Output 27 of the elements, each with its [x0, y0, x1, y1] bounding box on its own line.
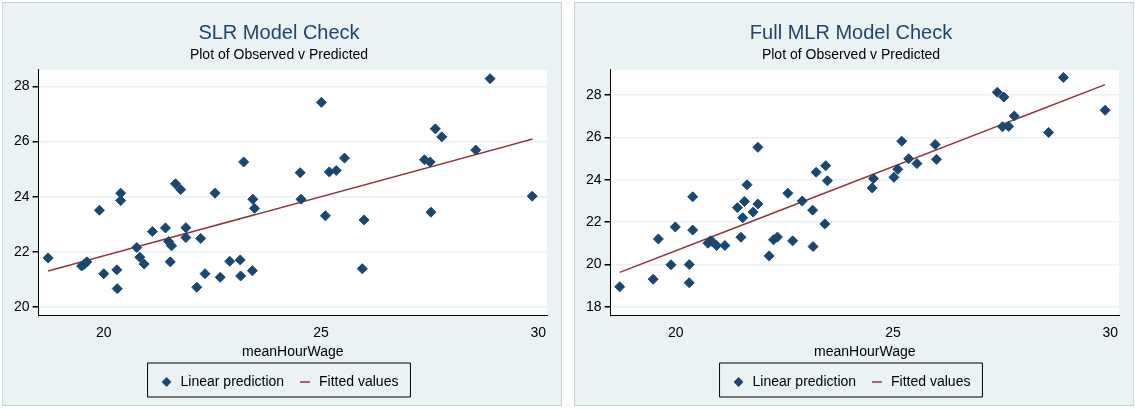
- y-tick-label: 28: [585, 86, 602, 103]
- chart-subtitle: Plot of Observed v Predicted: [761, 46, 941, 63]
- chart-title: SLR Model Check: [198, 20, 361, 43]
- x-tick-label: 30: [1102, 323, 1119, 340]
- legend-label: Linear prediction: [752, 372, 857, 389]
- legend-label: Linear prediction: [180, 372, 285, 389]
- legend-label: Fitted values: [319, 372, 399, 389]
- y-tick-label: 22: [13, 242, 30, 259]
- x-tick-label: 25: [885, 323, 902, 340]
- x-tick-label: 20: [667, 323, 684, 340]
- x-tick-label: 25: [313, 323, 330, 340]
- y-tick-label: 20: [585, 255, 602, 272]
- x-tick-label: 30: [530, 323, 547, 340]
- y-tick-label: 28: [13, 77, 30, 94]
- chart-title: Full MLR Model Check: [749, 20, 954, 43]
- y-tick-label: 24: [585, 170, 602, 187]
- x-tick-label: 20: [95, 323, 112, 340]
- chart-subtitle: Plot of Observed v Predicted: [189, 46, 369, 63]
- y-tick-label: 20: [13, 297, 30, 314]
- y-tick-label: 22: [585, 213, 602, 230]
- y-tick-label: 24: [13, 187, 30, 204]
- y-tick-label: 26: [585, 128, 602, 145]
- legend-label: Fitted values: [891, 372, 971, 389]
- y-tick-label: 26: [13, 132, 30, 149]
- y-tick-label: 18: [585, 297, 602, 314]
- x-axis-title: meanHourWage: [242, 343, 344, 360]
- x-axis-title: meanHourWage: [814, 343, 916, 360]
